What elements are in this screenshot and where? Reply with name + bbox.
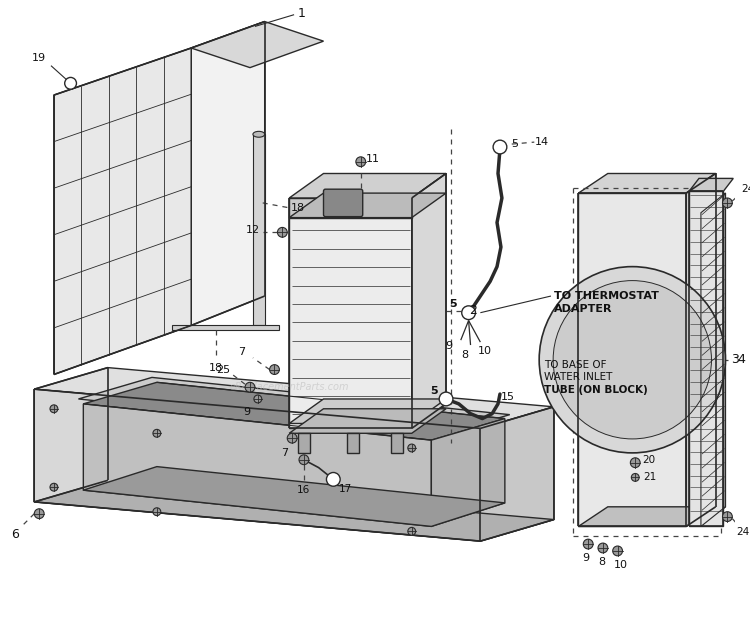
Circle shape	[613, 546, 622, 556]
Polygon shape	[191, 22, 265, 325]
Text: 6: 6	[10, 528, 19, 541]
Circle shape	[539, 266, 725, 453]
Text: 4: 4	[737, 353, 745, 366]
Circle shape	[278, 227, 287, 237]
Polygon shape	[689, 191, 724, 527]
Circle shape	[722, 512, 732, 521]
Circle shape	[632, 473, 639, 481]
Polygon shape	[34, 389, 480, 541]
Polygon shape	[79, 378, 510, 436]
Text: 7: 7	[280, 448, 288, 458]
Circle shape	[153, 429, 160, 437]
Circle shape	[584, 539, 593, 549]
Circle shape	[326, 472, 340, 486]
Text: 11: 11	[365, 154, 380, 164]
Text: 24: 24	[741, 184, 750, 194]
Text: TO BASE OF: TO BASE OF	[544, 360, 607, 369]
Polygon shape	[578, 174, 716, 193]
Polygon shape	[392, 433, 403, 453]
Polygon shape	[347, 433, 358, 453]
Circle shape	[630, 458, 640, 468]
Text: 5: 5	[449, 299, 457, 309]
Polygon shape	[34, 367, 554, 428]
Text: 24: 24	[736, 527, 750, 537]
Text: ADAPTER: ADAPTER	[554, 304, 613, 314]
Text: WATER INLET: WATER INLET	[544, 373, 613, 382]
Circle shape	[50, 405, 58, 413]
Text: 9: 9	[446, 341, 452, 351]
Ellipse shape	[253, 132, 265, 137]
Text: 2: 2	[470, 304, 478, 317]
Text: 1: 1	[298, 7, 306, 20]
Circle shape	[440, 392, 453, 406]
Text: 14: 14	[535, 137, 549, 147]
Text: 21: 21	[644, 472, 656, 482]
Polygon shape	[83, 382, 505, 440]
Polygon shape	[172, 325, 280, 330]
Text: 10: 10	[614, 560, 628, 569]
Polygon shape	[83, 404, 431, 527]
Circle shape	[153, 508, 160, 516]
Polygon shape	[412, 174, 446, 428]
Text: 9: 9	[583, 553, 590, 563]
Polygon shape	[290, 409, 446, 433]
Circle shape	[554, 281, 712, 439]
Text: 15: 15	[501, 392, 515, 402]
Polygon shape	[83, 466, 505, 527]
Circle shape	[287, 433, 297, 443]
Polygon shape	[290, 399, 446, 424]
Circle shape	[269, 365, 280, 374]
Circle shape	[408, 444, 416, 452]
Polygon shape	[290, 193, 446, 218]
Polygon shape	[298, 433, 310, 453]
Polygon shape	[689, 178, 734, 191]
Text: 17: 17	[338, 484, 352, 494]
Circle shape	[462, 306, 476, 320]
Text: 12: 12	[246, 226, 260, 235]
Text: 25: 25	[217, 365, 230, 374]
Text: 9: 9	[244, 406, 250, 417]
Polygon shape	[34, 481, 554, 541]
Text: eReplacementParts.com: eReplacementParts.com	[230, 382, 349, 392]
Polygon shape	[290, 198, 412, 218]
Text: 5: 5	[512, 139, 518, 149]
Text: 18: 18	[291, 203, 305, 213]
Polygon shape	[578, 507, 716, 527]
Polygon shape	[290, 198, 412, 428]
Circle shape	[356, 157, 366, 167]
Text: 8: 8	[461, 350, 468, 360]
Text: 20: 20	[643, 455, 656, 465]
Polygon shape	[290, 174, 446, 198]
Text: 7: 7	[238, 347, 246, 357]
Polygon shape	[54, 48, 191, 374]
Circle shape	[493, 140, 507, 154]
Circle shape	[254, 395, 262, 403]
Circle shape	[34, 509, 44, 519]
Polygon shape	[480, 407, 554, 541]
Polygon shape	[253, 134, 265, 325]
Text: 5: 5	[430, 386, 438, 396]
Polygon shape	[686, 174, 716, 527]
Text: 19: 19	[32, 53, 46, 63]
Circle shape	[245, 382, 255, 392]
Text: 18: 18	[209, 362, 223, 373]
Circle shape	[598, 543, 608, 553]
Circle shape	[408, 527, 416, 535]
Circle shape	[722, 198, 732, 208]
Circle shape	[299, 455, 309, 465]
Text: TO THERMOSTAT: TO THERMOSTAT	[554, 291, 658, 301]
Polygon shape	[431, 419, 505, 527]
FancyBboxPatch shape	[323, 189, 363, 217]
Text: TUBE (ON BLOCK): TUBE (ON BLOCK)	[544, 385, 648, 395]
Text: 10: 10	[478, 346, 492, 356]
Circle shape	[50, 483, 58, 491]
Polygon shape	[578, 193, 686, 527]
Polygon shape	[191, 22, 323, 68]
Text: 3: 3	[731, 353, 740, 366]
Polygon shape	[701, 193, 725, 527]
Text: 8: 8	[598, 557, 605, 567]
Text: 16: 16	[297, 485, 310, 495]
Circle shape	[64, 77, 76, 89]
